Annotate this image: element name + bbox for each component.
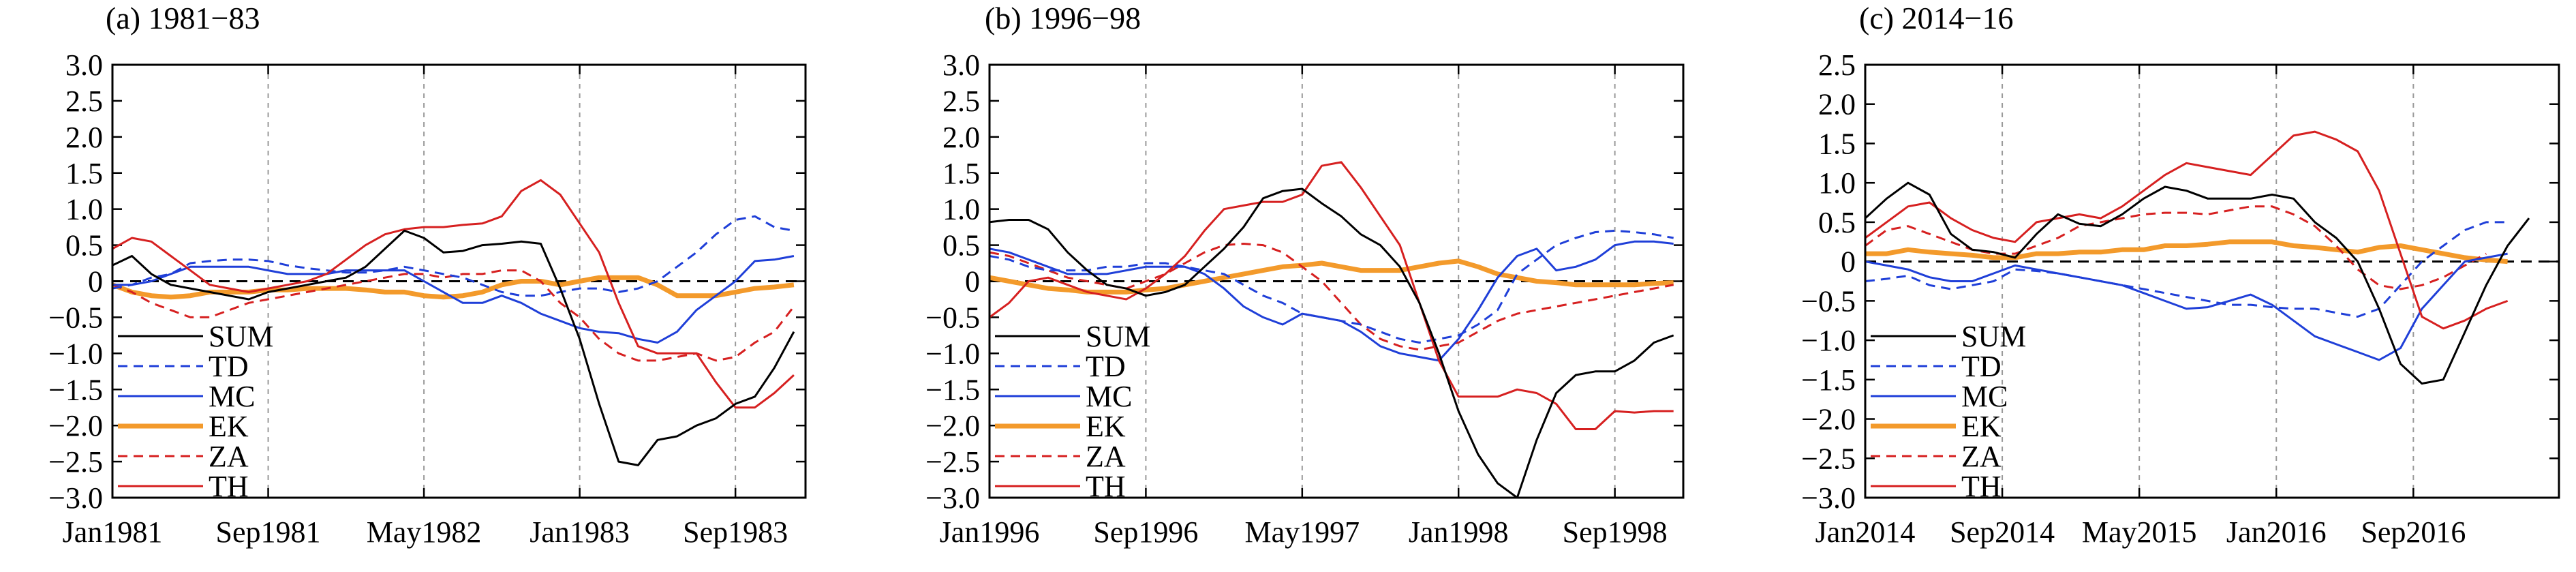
y-tick-label: −2.0 [1801, 403, 1856, 436]
y-tick-label: −0.5 [1801, 284, 1856, 318]
legend-label-mc: MC [1961, 380, 2008, 413]
legend-label-sum: SUM [1961, 320, 2026, 353]
y-tick-label: 1.0 [942, 193, 980, 226]
legend-label-ek: EK [209, 410, 249, 443]
plot-frame [988, 63, 1685, 499]
panel-title: (b) 1996−98 [985, 1, 1141, 35]
series-line-th [990, 161, 1674, 430]
series-line-mc [990, 240, 1674, 362]
x-tick-label: Sep1998 [1563, 515, 1668, 549]
y-tick-label: 2.0 [942, 121, 980, 154]
legend-label-td: TD [1961, 350, 2002, 383]
legend-label-mc: MC [1086, 380, 1132, 413]
y-tick-label: 0.5 [65, 229, 103, 262]
y-tick-label: 0 [1841, 245, 1856, 279]
y-tick-label: −2.5 [48, 445, 103, 479]
series-line-td [112, 215, 795, 297]
y-tick-label: −1.0 [1801, 324, 1856, 357]
y-tick-label: 0.5 [1818, 206, 1856, 239]
y-tick-label: −2.0 [48, 409, 103, 442]
x-tick-label: Sep2014 [1950, 515, 2055, 549]
y-tick-label: −1.5 [925, 373, 980, 406]
series-line-za [1865, 205, 2487, 290]
legend-label-ek: EK [1086, 410, 1126, 443]
series-line-sum [112, 229, 795, 466]
y-tick-label: −2.0 [925, 409, 980, 442]
series-line-th [1865, 130, 2509, 330]
y-tick-label: 1.5 [942, 157, 980, 190]
x-tick-label: Jan1983 [530, 515, 630, 549]
y-tick-label: 2.5 [65, 85, 103, 118]
y-tick-label: −1.0 [48, 337, 103, 370]
y-tick-label: 0 [965, 265, 980, 299]
y-tick-label: −1.5 [48, 373, 103, 406]
y-tick-label: −2.5 [925, 445, 980, 479]
y-tick-label: 2.0 [65, 121, 103, 154]
series-line-ek [1865, 239, 2508, 265]
plot-frame [111, 63, 807, 499]
legend-label-sum: SUM [1086, 320, 1150, 353]
series-line-mc [1865, 252, 2508, 361]
x-tick-label: Sep1983 [683, 515, 788, 549]
y-tick-label: −0.5 [925, 301, 980, 334]
x-tick-label: May1997 [1244, 515, 1360, 549]
y-tick-label: 3.0 [65, 48, 103, 82]
y-tick-label: 2.5 [942, 85, 980, 118]
series-line-mc [112, 255, 795, 344]
legend-label-td: TD [1086, 350, 1126, 383]
legend-label-ek: EK [1961, 410, 2002, 443]
y-tick-label: 0.5 [942, 229, 980, 262]
x-tick-label: Jan1998 [1409, 515, 1509, 549]
legend-label-mc: MC [209, 380, 255, 413]
y-tick-label: −1.5 [1801, 363, 1856, 397]
series-line-sum [1865, 181, 2530, 385]
x-tick-label: Sep2016 [2361, 515, 2466, 549]
legend-label-sum: SUM [209, 320, 273, 353]
x-tick-label: Jan2016 [2226, 515, 2327, 549]
y-tick-label: −2.5 [1801, 442, 1856, 475]
x-tick-label: Sep1981 [216, 515, 321, 549]
legend-label-za: ZA [1086, 440, 1126, 473]
x-tick-label: Jan2014 [1815, 515, 1916, 549]
y-tick-label: 1.0 [65, 193, 103, 226]
y-tick-label: 0 [88, 265, 103, 299]
y-tick-label: 2.5 [1818, 48, 1856, 82]
panel-title: (c) 2014−16 [1859, 1, 2014, 35]
series-line-th [112, 179, 795, 409]
legend-label-td: TD [209, 350, 249, 383]
series-line-sum [990, 187, 1674, 498]
x-tick-label: Jan1981 [63, 515, 163, 549]
y-tick-label: −3.0 [48, 481, 103, 515]
series-line-ek [990, 258, 1674, 295]
y-tick-label: −1.0 [925, 337, 980, 370]
x-tick-label: May1982 [367, 515, 482, 549]
y-tick-label: 2.0 [1818, 88, 1856, 121]
y-tick-label: −3.0 [1801, 481, 1856, 515]
x-tick-label: Sep1996 [1093, 515, 1198, 549]
y-tick-label: 1.0 [1818, 166, 1856, 200]
y-tick-label: 1.5 [65, 157, 103, 190]
series-line-za [990, 243, 1674, 351]
series-line-td [1865, 221, 2508, 318]
panel-2: (b) 1996−983.02.52.01.51.00.50−0.5−1.0−1… [925, 1, 1685, 549]
x-tick-label: May2015 [2082, 515, 2197, 549]
panel-3: (c) 2014−162.5 2.0 1.5 1.0 0.5 0 −0.5 −1.0 −1.5 −… [1801, 1, 2560, 549]
legend-label-za: ZA [1961, 440, 2002, 473]
series-line-td [990, 229, 1674, 344]
y-tick-label: 3.0 [942, 48, 980, 82]
y-tick-label: −0.5 [48, 301, 103, 334]
y-tick-label: −3.0 [925, 481, 980, 515]
y-tick-label: 1.5 [1818, 127, 1856, 160]
panel-1: (a) 1981−833.02.52.01.51.00.50−0.5−1.0−1… [48, 1, 807, 549]
panel-title: (a) 1981−83 [106, 1, 260, 35]
legend-label-za: ZA [209, 440, 249, 473]
x-tick-label: Jan1996 [940, 515, 1040, 549]
plot-frame [1864, 63, 2560, 499]
